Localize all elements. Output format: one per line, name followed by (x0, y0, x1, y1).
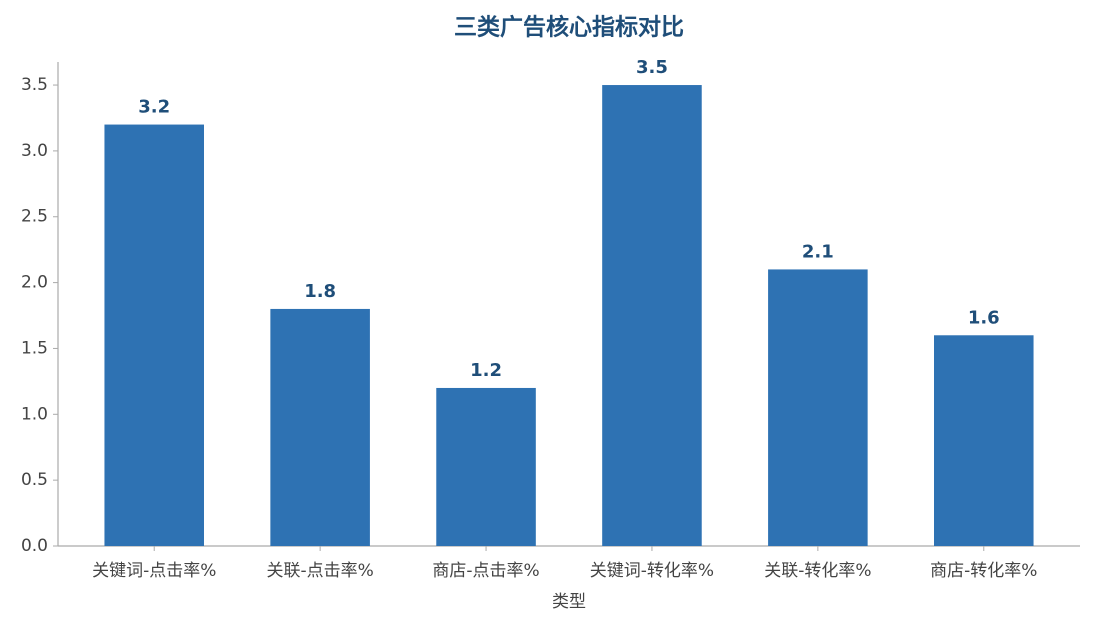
chart-title: 三类广告核心指标对比 (454, 14, 684, 41)
bar (104, 124, 204, 546)
y-tick-label: 3.5 (21, 75, 48, 95)
y-tick-label: 1.0 (21, 404, 48, 424)
bar (768, 269, 868, 546)
y-tick-label: 3.0 (21, 141, 48, 161)
x-tick-label: 商店-转化率% (930, 561, 1037, 581)
value-label: 1.6 (968, 307, 1000, 328)
bar (602, 85, 702, 547)
bar (934, 335, 1034, 546)
bar (436, 387, 536, 546)
x-tick-label: 关键词-点击率% (92, 561, 216, 581)
value-label: 1.8 (304, 281, 336, 302)
value-label: 3.5 (636, 57, 668, 78)
y-tick-label: 2.5 (21, 207, 48, 227)
y-tick-label: 2.0 (21, 273, 48, 293)
x-tick-label: 关键词-转化率% (590, 561, 714, 581)
y-tick-label: 1.5 (21, 338, 48, 358)
value-label: 2.1 (802, 241, 834, 262)
value-label: 3.2 (138, 97, 170, 118)
bar (270, 308, 370, 546)
y-tick-label: 0.0 (21, 536, 48, 556)
x-tick-label: 关联-点击率% (266, 561, 373, 581)
value-label: 1.2 (470, 360, 502, 381)
x-tick-label: 关联-转化率% (764, 561, 871, 581)
y-tick-label: 0.5 (21, 470, 48, 490)
x-tick-label: 商店-点击率% (432, 561, 539, 581)
x-axis-label: 类型 (552, 592, 586, 612)
